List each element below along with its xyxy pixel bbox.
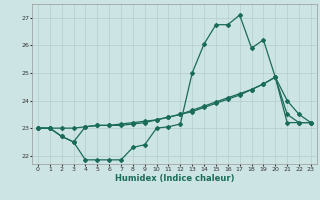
X-axis label: Humidex (Indice chaleur): Humidex (Indice chaleur) (115, 174, 234, 183)
